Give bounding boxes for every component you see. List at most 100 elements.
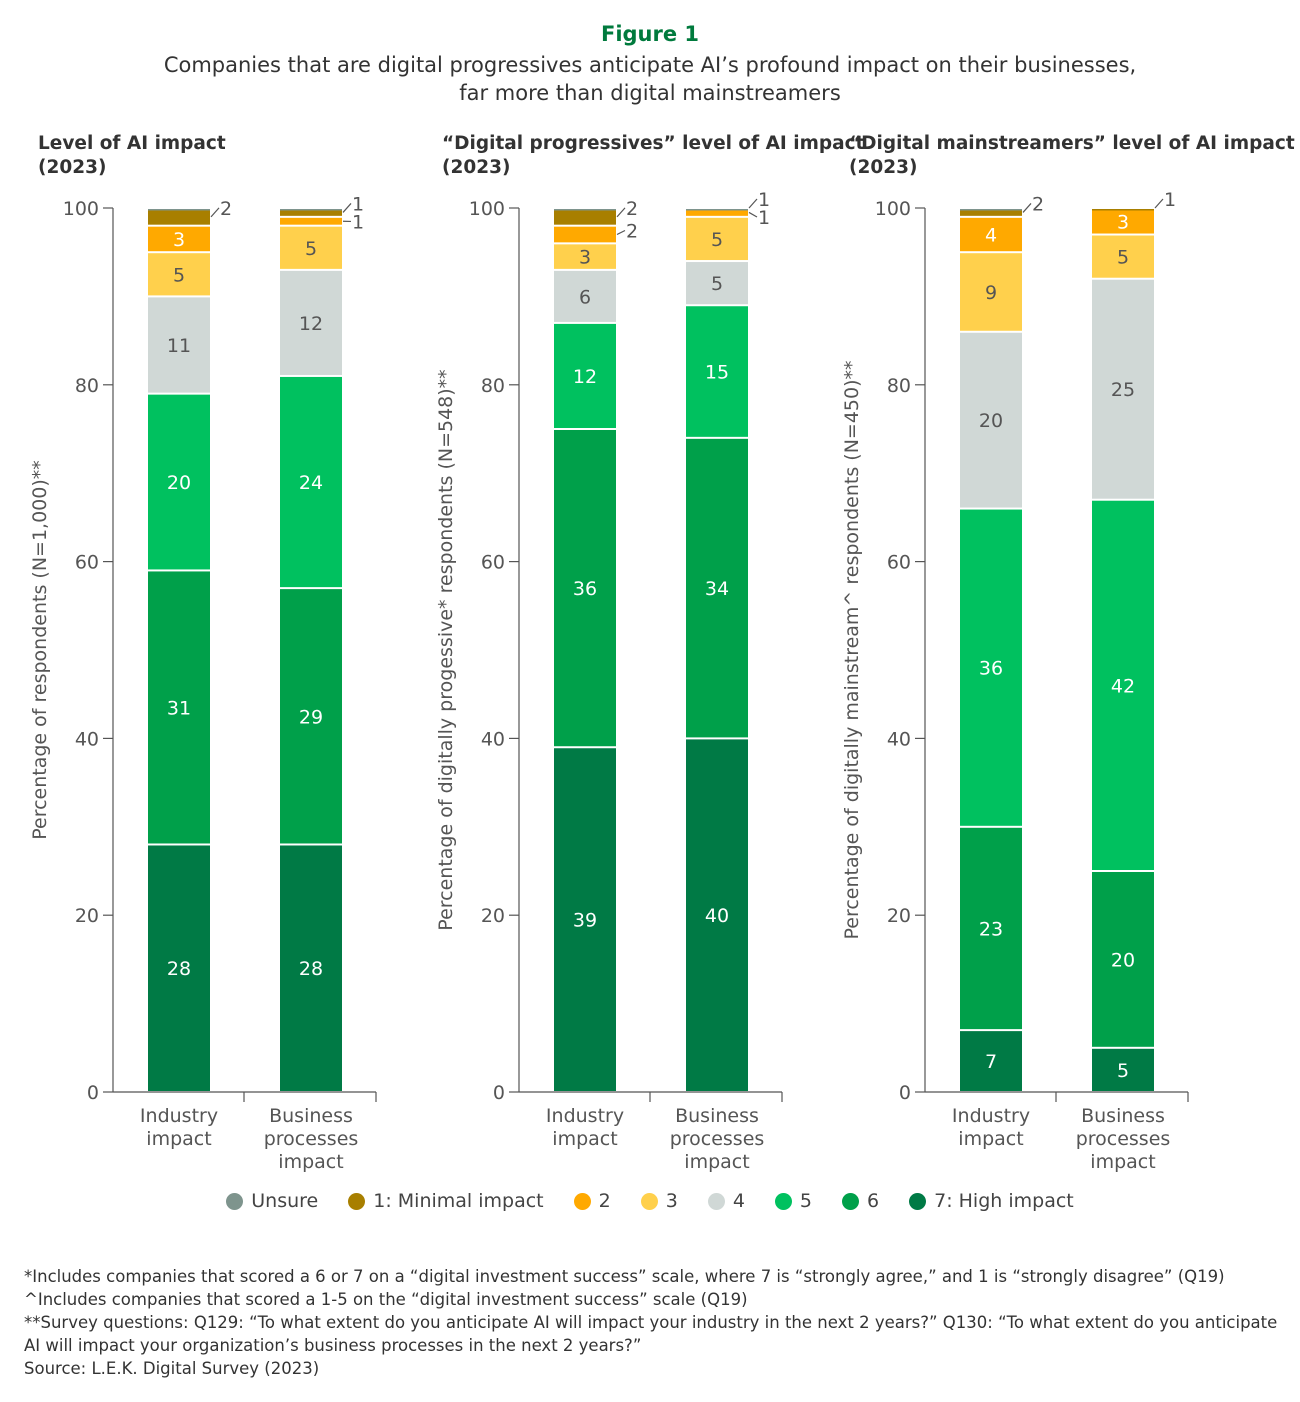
bar-segment-3 xyxy=(1092,235,1154,278)
x-category-label: impact xyxy=(146,1128,211,1150)
legend-item-unsure: Unsure xyxy=(226,1190,318,1212)
data-label: 5 xyxy=(1117,247,1129,269)
y-tick-label: 0 xyxy=(87,1082,99,1104)
legend-item-3: 3 xyxy=(640,1190,678,1212)
bar-segment-3 xyxy=(686,217,748,261)
data-label: 3 xyxy=(579,247,591,269)
bar-segment-7 xyxy=(280,845,342,1091)
subtitle-line: far more than digital mainstreamers xyxy=(459,81,841,105)
y-axis-label: Percentage of digitally mainstream^ resp… xyxy=(841,360,863,939)
data-label: 2 xyxy=(1032,193,1044,215)
data-label: 29 xyxy=(299,706,323,728)
panel-title: “Digital mainstreamers” level of AI impa… xyxy=(849,133,1295,178)
data-label: 36 xyxy=(979,658,1003,680)
footnote: **Survey questions: Q129: “To what exten… xyxy=(24,1313,1278,1355)
legend-label: 2 xyxy=(598,1190,611,1212)
bar-segment-5 xyxy=(148,394,210,570)
leader-line xyxy=(616,229,626,236)
y-axis-label: Percentage of respondents (N=1,000)** xyxy=(29,460,51,840)
footnote: Source: L.E.K. Digital Survey (2023) xyxy=(24,1359,320,1378)
bar-segment-unsure xyxy=(686,209,748,211)
leader-line xyxy=(748,198,758,209)
data-label: 4 xyxy=(985,225,997,247)
data-label: 2 xyxy=(626,221,638,243)
x-category-label: impact xyxy=(958,1128,1023,1150)
y-tick-label: 60 xyxy=(75,552,99,574)
bar-segment-3 xyxy=(554,244,616,269)
panel-title: “Digital progressives” level of AI impac… xyxy=(442,133,865,178)
y-tick-label: 20 xyxy=(75,905,99,927)
data-label: 20 xyxy=(979,410,1003,432)
bar-segment-6 xyxy=(148,571,210,844)
data-label: 6 xyxy=(579,286,591,308)
y-tick-label: 100 xyxy=(875,198,911,220)
leader-line xyxy=(1022,203,1032,213)
legend: Unsure 1: Minimal impact 2 3 4 5 6 7: High impa… xyxy=(0,1190,1300,1212)
legend-swatch xyxy=(226,1192,244,1210)
bar-segment-5 xyxy=(686,306,748,437)
bar-segment-4 xyxy=(554,270,616,322)
data-label: 3 xyxy=(1117,211,1129,233)
data-label: 1 xyxy=(352,193,364,215)
data-label: 5 xyxy=(711,273,723,295)
bar-segment-5 xyxy=(1092,500,1154,870)
leader-line xyxy=(342,203,352,213)
bar-segment-6 xyxy=(554,430,616,747)
x-category-label: Business xyxy=(675,1105,759,1127)
legend-item-7: 7: High impact xyxy=(909,1190,1074,1212)
legend-swatch xyxy=(573,1192,591,1210)
data-label: 5 xyxy=(305,238,317,260)
data-label: 34 xyxy=(705,578,729,600)
legend-swatch xyxy=(640,1192,658,1210)
figure-label: Figure 1 xyxy=(600,22,700,46)
leader-line xyxy=(616,207,626,218)
data-label: 1 xyxy=(758,189,770,211)
bar-segment-1 xyxy=(1092,209,1154,211)
leader-line xyxy=(748,211,758,218)
chart-panel-0: 0 20 40 60 80 100 Percentage of respondents (N… xyxy=(29,193,377,1173)
bar-segment-5 xyxy=(280,376,342,588)
y-tick-label: 0 xyxy=(493,1082,505,1104)
bar-segment-7 xyxy=(148,845,210,1091)
y-tick-label: 100 xyxy=(469,198,505,220)
bar-segment-4 xyxy=(960,332,1022,508)
legend-item-4: 4 xyxy=(707,1190,745,1212)
legend-label: 6 xyxy=(867,1190,880,1212)
data-label: 1 xyxy=(758,207,770,229)
bar-segment-4 xyxy=(686,262,748,305)
bar-segment-3 xyxy=(960,253,1022,331)
bar-segment-7 xyxy=(686,739,748,1091)
bar-segment-3 xyxy=(148,253,210,296)
bar-segment-5 xyxy=(960,509,1022,826)
bar-segment-4 xyxy=(1092,279,1154,499)
bar-segment-2 xyxy=(280,217,342,225)
y-tick-label: 40 xyxy=(75,728,99,750)
legend-label: 5 xyxy=(799,1190,813,1212)
x-category-label: impact xyxy=(1090,1151,1155,1173)
legend-label: 3 xyxy=(665,1190,678,1212)
bar-segment-3 xyxy=(280,226,342,269)
bar-segment-unsure xyxy=(148,209,210,211)
bar-segment-1 xyxy=(554,209,616,225)
data-label: 2 xyxy=(220,198,232,220)
data-label: 15 xyxy=(705,362,729,384)
bar-segment-6 xyxy=(280,589,342,844)
x-category-label: processes xyxy=(670,1128,765,1150)
x-category-label: Industry xyxy=(140,1105,218,1127)
data-label: 28 xyxy=(299,958,323,980)
footnote: ^Includes companies that scored a 1-5 on… xyxy=(24,1290,748,1309)
bar-segment-4 xyxy=(280,270,342,375)
x-category-label: impact xyxy=(278,1151,343,1173)
bar-segment-6 xyxy=(686,438,748,738)
data-label: 25 xyxy=(1111,379,1135,401)
x-category-label: Business xyxy=(1081,1105,1165,1127)
y-tick-label: 0 xyxy=(899,1082,911,1104)
y-axis-label: Percentage of digitally progessive* resp… xyxy=(435,369,457,930)
x-category-label: processes xyxy=(1076,1128,1171,1150)
data-label: 2 xyxy=(626,198,638,220)
legend-swatch xyxy=(842,1192,860,1210)
data-label: 12 xyxy=(573,366,597,388)
data-label: 9 xyxy=(985,282,997,304)
footnote: *Includes companies that scored a 6 or 7… xyxy=(24,1267,1225,1286)
